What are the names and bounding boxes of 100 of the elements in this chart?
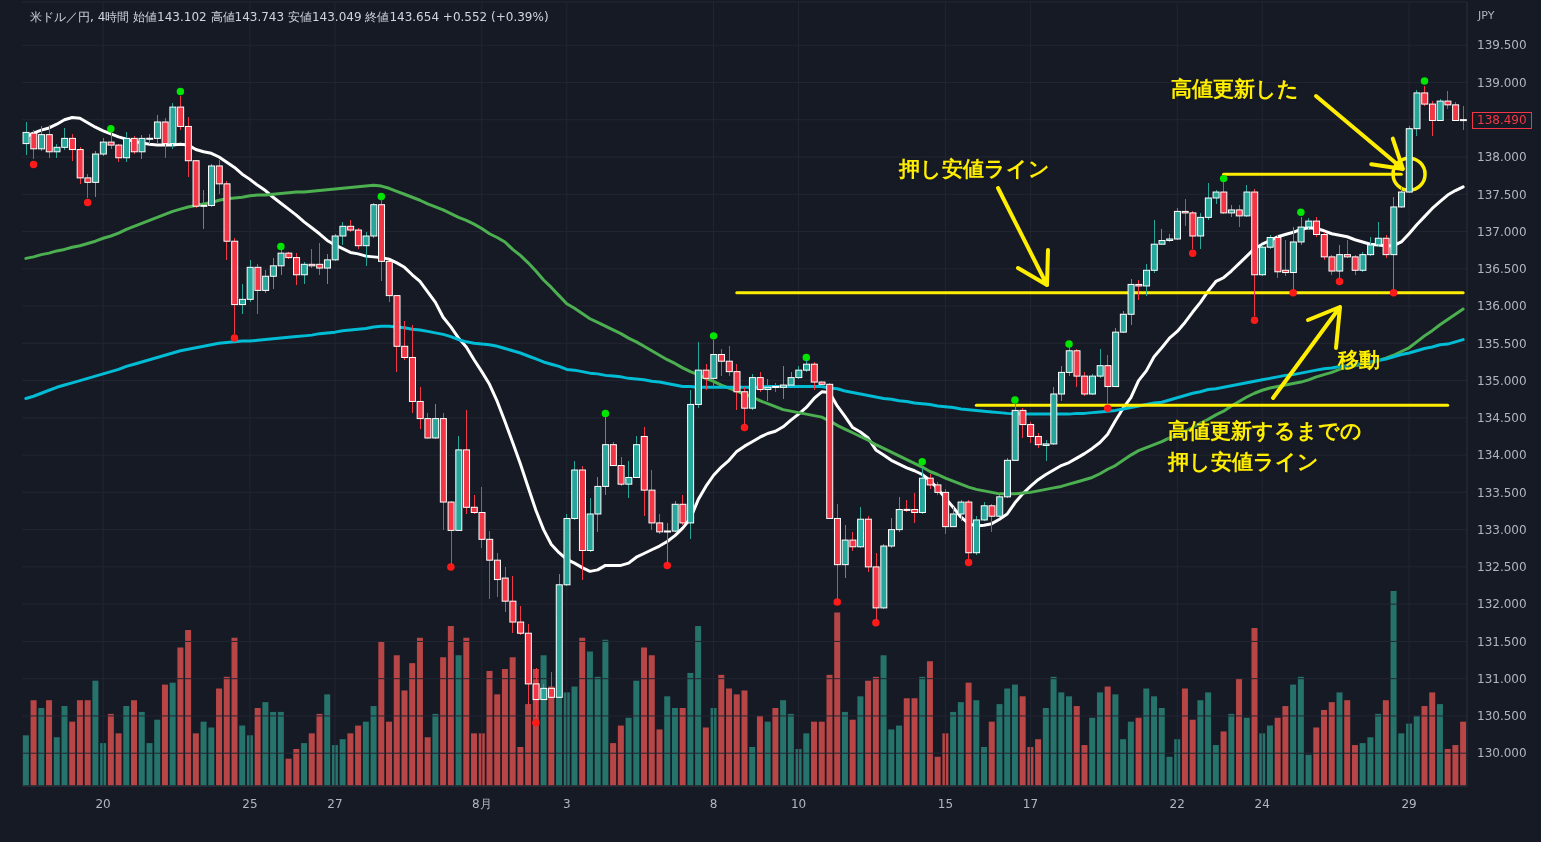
bar xyxy=(671,708,678,786)
bar xyxy=(1460,721,1467,786)
bar xyxy=(46,700,53,786)
y-tick-label: 131.000 xyxy=(1477,671,1527,686)
y-tick-label: 132.500 xyxy=(1477,560,1527,575)
bar xyxy=(865,680,872,786)
bar xyxy=(849,719,856,786)
bar xyxy=(1236,678,1243,786)
bar xyxy=(749,747,756,786)
point xyxy=(663,561,671,570)
bar xyxy=(664,696,671,786)
bar xyxy=(1035,739,1042,786)
bar xyxy=(1266,725,1273,786)
bar xyxy=(926,661,933,786)
bar xyxy=(1305,754,1312,786)
bar xyxy=(1205,692,1212,786)
y-tick-label: 135.500 xyxy=(1477,336,1527,351)
x-tick-label: 3 xyxy=(562,797,571,811)
bar xyxy=(424,737,431,786)
annotation: 高値更新した xyxy=(1171,77,1299,101)
y-tick-label: 139.000 xyxy=(1477,75,1527,90)
bar xyxy=(92,680,99,786)
bar xyxy=(1290,684,1297,786)
y-tick-label: 133.500 xyxy=(1477,485,1527,500)
bar xyxy=(30,700,37,786)
point xyxy=(1335,277,1344,286)
point xyxy=(872,619,880,627)
x-tick-label: 29 xyxy=(1401,797,1417,811)
bar xyxy=(1189,719,1196,786)
bar xyxy=(679,708,686,786)
point xyxy=(277,242,285,251)
point xyxy=(176,87,185,96)
line-series xyxy=(24,183,1465,496)
bar xyxy=(695,626,702,786)
bar xyxy=(270,711,277,786)
bar xyxy=(1042,708,1049,786)
bar xyxy=(1112,694,1119,786)
bar xyxy=(1104,686,1111,786)
x-tick-label: 24 xyxy=(1254,797,1270,811)
bar xyxy=(1429,692,1436,786)
bar xyxy=(772,708,779,786)
bar xyxy=(355,725,362,786)
bar xyxy=(586,651,593,786)
bar xyxy=(440,657,447,786)
bar xyxy=(965,682,972,786)
point xyxy=(230,334,239,342)
bar xyxy=(254,708,261,786)
bar xyxy=(169,682,176,786)
bar xyxy=(579,637,586,786)
bar xyxy=(1297,676,1304,786)
bar xyxy=(1120,739,1127,786)
bar xyxy=(22,735,29,786)
bar xyxy=(1344,700,1351,786)
bar xyxy=(610,743,617,786)
bar xyxy=(501,669,508,786)
bar xyxy=(1251,628,1258,786)
bar xyxy=(339,739,346,786)
bar xyxy=(409,663,416,786)
y-tick-label: 138.000 xyxy=(1477,150,1527,165)
y-tick-label: 135.000 xyxy=(1477,373,1527,388)
y-tick-label: 130.500 xyxy=(1477,709,1527,724)
bar xyxy=(362,721,369,786)
bar xyxy=(957,702,964,786)
bar xyxy=(1375,713,1382,786)
point xyxy=(1011,396,1019,404)
y-tick-label: 139.500 xyxy=(1477,38,1527,53)
point xyxy=(1420,77,1429,85)
y-tick-label: 134.500 xyxy=(1477,411,1527,426)
bar xyxy=(950,711,957,786)
bar xyxy=(841,711,848,786)
bar xyxy=(1436,704,1443,786)
bar xyxy=(370,706,377,786)
bar xyxy=(834,612,841,786)
bar xyxy=(764,721,771,786)
y-tick-label: 132.000 xyxy=(1477,597,1527,612)
y-tick-label: 137.000 xyxy=(1477,224,1527,239)
bar xyxy=(1328,702,1335,786)
bar xyxy=(1089,717,1096,786)
point xyxy=(918,458,926,466)
x-tick-label: 20 xyxy=(95,797,111,811)
bar xyxy=(216,688,223,786)
bar xyxy=(1228,713,1235,786)
bar xyxy=(525,704,532,786)
point xyxy=(1065,340,1073,348)
point xyxy=(601,409,610,418)
bar xyxy=(192,733,199,786)
point xyxy=(532,718,540,727)
bar xyxy=(76,700,83,786)
bar xyxy=(447,626,454,786)
bar xyxy=(347,733,354,786)
x-tick-label: 8 xyxy=(709,797,718,811)
bar xyxy=(277,711,284,786)
bar xyxy=(857,696,864,786)
bar xyxy=(919,676,926,786)
bar xyxy=(1382,700,1389,786)
bar xyxy=(1151,696,1158,786)
x-tick-label: 17 xyxy=(1022,797,1039,811)
bar xyxy=(1421,706,1428,786)
text: 米ドル／円, 4時間 始値143.102 高値143.743 安値143.049 終値143.654 +0.552 (+0.39%) xyxy=(30,10,549,24)
y-axis-title: JPY xyxy=(1478,9,1495,22)
